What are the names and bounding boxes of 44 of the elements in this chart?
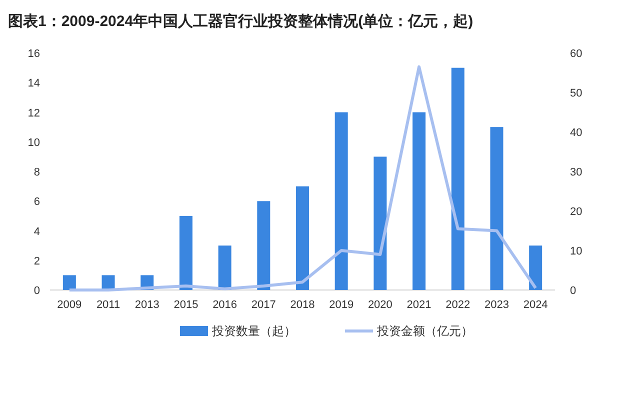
y-tick-label: 2 bbox=[34, 255, 40, 268]
x-tick-label: 2015 bbox=[174, 299, 198, 311]
bar bbox=[179, 216, 192, 290]
x-tick-label: 2020 bbox=[368, 299, 392, 311]
bar bbox=[296, 186, 309, 290]
y2-tick-label: 60 bbox=[570, 48, 582, 60]
bar bbox=[257, 201, 270, 290]
line-series bbox=[68, 65, 538, 292]
y2-tick-label: 0 bbox=[570, 285, 576, 297]
y2-tick-label: 30 bbox=[570, 166, 582, 178]
bar bbox=[490, 127, 504, 290]
y2-tick-label: 50 bbox=[570, 88, 582, 100]
y-tick-label: 14 bbox=[28, 78, 40, 90]
bar bbox=[374, 156, 387, 290]
x-tick-label: 2022 bbox=[446, 299, 470, 311]
bar bbox=[451, 68, 464, 290]
x-tick-label: 2017 bbox=[251, 299, 276, 311]
y-tick-label: 10 bbox=[28, 136, 40, 149]
legend-label: 投资金额（亿元） bbox=[376, 324, 473, 338]
x-tick-label: 2018 bbox=[290, 299, 315, 311]
y2-tick-label: 20 bbox=[570, 206, 582, 218]
x-tick-label: 2021 bbox=[406, 299, 432, 311]
x-tick-label: 2013 bbox=[134, 299, 160, 311]
bar bbox=[218, 246, 232, 290]
chart-title: 图表1：2009-2024年中国人工器官行业投资整体情况(单位：亿元，起) bbox=[8, 12, 474, 30]
bar bbox=[529, 246, 542, 290]
x-tick-label: 2019 bbox=[329, 299, 354, 311]
y-tick-label: 16 bbox=[28, 48, 40, 60]
x-tick-label: 2011 bbox=[96, 299, 120, 311]
legend-label: 投资数量（起） bbox=[211, 324, 296, 338]
bar bbox=[334, 112, 348, 290]
x-tick-label: 2024 bbox=[523, 299, 548, 311]
y-tick-label: 0 bbox=[34, 285, 40, 297]
y-tick-label: 4 bbox=[34, 226, 40, 238]
y-tick-label: 8 bbox=[34, 166, 40, 178]
bar bbox=[62, 275, 76, 290]
y2-tick-label: 10 bbox=[570, 246, 582, 258]
y-tick-label: 6 bbox=[34, 196, 40, 208]
x-tick-label: 2009 bbox=[57, 299, 82, 311]
x-tick-label: 2016 bbox=[212, 299, 238, 311]
y-tick-label: 12 bbox=[28, 107, 40, 120]
x-tick-label: 2023 bbox=[484, 299, 509, 311]
bar bbox=[412, 112, 426, 290]
y2-tick-label: 40 bbox=[570, 127, 582, 139]
